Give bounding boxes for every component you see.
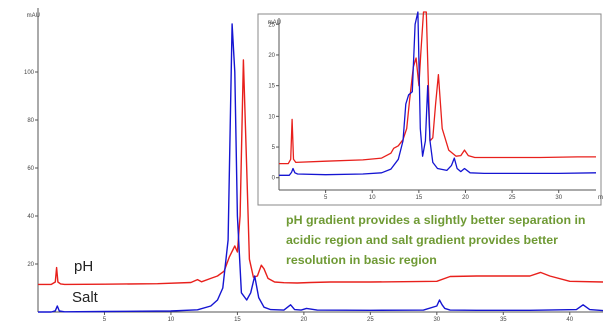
y-axis-label: mAU (268, 20, 281, 26)
y-tick-label: 10 (268, 114, 275, 120)
y-tick-label: 15 (268, 84, 275, 90)
y-tick-label: 80 (27, 118, 34, 124)
y-tick-label: 0 (272, 176, 276, 182)
x-tick-label: 5 (103, 317, 107, 322)
series-line-salt (38, 23, 603, 313)
series-line-ph (279, 11, 596, 165)
y-tick-label: 100 (24, 70, 35, 76)
y-tick-label: 20 (268, 53, 275, 59)
y-tick-label: 40 (27, 214, 34, 220)
x-tick-label: 20 (301, 317, 308, 322)
y-tick-label: 20 (27, 262, 34, 268)
x-tick-label: 10 (168, 317, 175, 322)
x-tick-label: 5 (324, 195, 328, 201)
x-tick-label: 25 (509, 195, 516, 201)
series-line-salt (279, 11, 597, 176)
x-tick-label: 25 (367, 317, 374, 322)
x-tick-label: 30 (433, 317, 440, 322)
series-line-ph (38, 59, 603, 286)
y-tick-label: 25 (268, 22, 275, 28)
x-tick-label: 15 (234, 317, 241, 322)
y-axis-label: mAU (27, 13, 40, 19)
y-tick-label: 60 (27, 166, 34, 172)
y-tick-label: 5 (272, 145, 276, 151)
x-axis-label: min (598, 195, 603, 201)
x-tick-label: 30 (555, 195, 562, 201)
series-label-salt: Salt (72, 289, 99, 306)
x-tick-label: 20 (462, 195, 469, 201)
x-tick-label: 35 (500, 317, 507, 322)
annotation-note: pH gradient provides a slightly better s… (286, 213, 586, 267)
x-tick-label: 10 (369, 195, 376, 201)
series-label-ph: pH (74, 258, 93, 275)
x-tick-label: 15 (416, 195, 423, 201)
inset-chart: 0 5 10 15 20 25 5 10 15 20 25 30 mAU min (257, 11, 603, 206)
x-tick-label: 40 (566, 317, 573, 322)
